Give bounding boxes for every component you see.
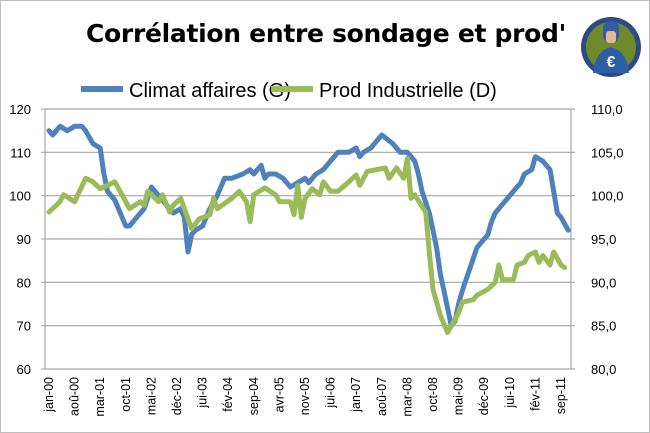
x-axis-tick-label: sep-04 xyxy=(247,377,261,415)
right-axis-tick-label: 90,0 xyxy=(591,275,616,290)
left-axis-tick-label: 90 xyxy=(17,232,31,247)
x-axis-tick-label: sep-11 xyxy=(554,377,568,414)
x-axis-tick-label: jan-00 xyxy=(42,377,56,413)
x-axis-tick-label: avr-05 xyxy=(272,377,286,412)
x-axis-tick-label: fév-11 xyxy=(528,377,542,411)
x-axis-tick-label: déc-02 xyxy=(170,377,184,415)
x-axis-tick-label: aoû-07 xyxy=(375,377,389,416)
x-axis-tick-label: mai-09 xyxy=(452,377,466,415)
chart-title: Corrélation entre sondage et prod' xyxy=(86,19,566,48)
left-axis-tick-label: 100 xyxy=(9,189,31,204)
x-axis-tick-label: mar-01 xyxy=(93,377,107,417)
x-axis-tick-label: mai-02 xyxy=(144,377,158,415)
right-axis-tick-label: 105,0 xyxy=(591,145,624,160)
legend-label: Climat affaires (G) xyxy=(129,80,291,102)
superhero-euro-logo-icon: € xyxy=(581,17,641,77)
right-axis-tick-label: 85,0 xyxy=(591,319,616,334)
series-line-prod-industrielle xyxy=(46,155,568,336)
x-axis-tick-label: déc-09 xyxy=(477,377,491,415)
x-axis-tick-label: oct-01 xyxy=(119,377,133,412)
right-axis-tick-label: 80,0 xyxy=(591,362,616,377)
x-axis-tick-label: jan-07 xyxy=(349,377,363,413)
left-axis-tick-label: 70 xyxy=(17,319,31,334)
x-axis-tick-label: jui-06 xyxy=(324,377,338,409)
left-axis-tick-label: 80 xyxy=(17,275,31,290)
x-axis-tick-label: jui-10 xyxy=(503,377,517,409)
right-axis-tick-label: 95,0 xyxy=(591,232,616,247)
x-axis-tick-label: fév-04 xyxy=(221,377,235,412)
left-axis-tick-label: 110 xyxy=(10,145,31,160)
x-axis-tick-label: jui-03 xyxy=(196,377,210,409)
x-axis-tick-label: oct-08 xyxy=(426,377,440,412)
left-axis-tick-label: 60 xyxy=(17,362,31,377)
x-axis-tick-label: nov-05 xyxy=(298,377,312,415)
right-axis-tick-label: 100,0 xyxy=(591,189,624,204)
left-axis-tick-label: 120 xyxy=(9,102,31,117)
x-axis-tick-label: mar-08 xyxy=(400,377,414,417)
x-axis-tick-label: aoû-00 xyxy=(68,377,82,416)
right-axis-tick-label: 110,0 xyxy=(591,102,623,117)
series-line-climat-affaires xyxy=(46,123,571,329)
legend-label: Prod Industrielle (D) xyxy=(319,80,497,102)
svg-text:€: € xyxy=(607,54,616,71)
